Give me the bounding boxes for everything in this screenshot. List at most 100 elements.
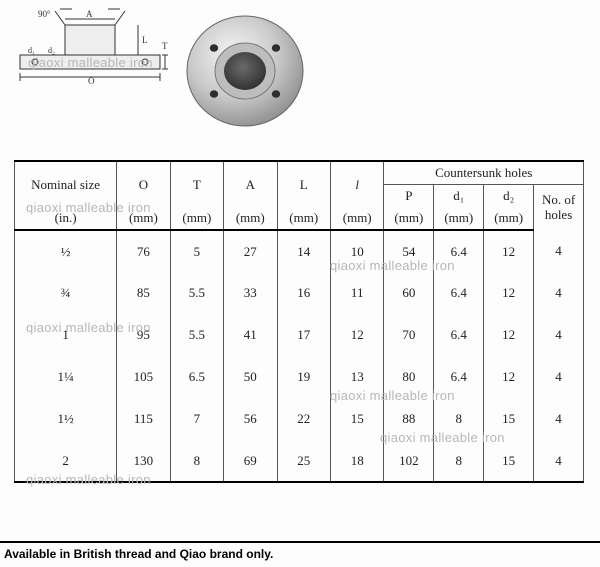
cell-nom: 1¼	[15, 356, 117, 398]
cell-L: 16	[277, 272, 330, 314]
cell-no: 4	[534, 440, 584, 482]
cell-T: 8	[170, 440, 223, 482]
th-t-unit: (mm)	[170, 207, 223, 230]
cell-P: 54	[384, 230, 434, 272]
cell-no: 4	[534, 356, 584, 398]
cell-d1: 8	[434, 440, 484, 482]
cell-l: 13	[330, 356, 383, 398]
table-row: ¾855.5331611606.4124	[15, 272, 584, 314]
cell-L: 25	[277, 440, 330, 482]
cell-T: 5.5	[170, 314, 223, 356]
cell-A: 27	[224, 230, 277, 272]
cell-d2: 12	[484, 356, 534, 398]
th-a-unit: (mm)	[224, 207, 277, 230]
cell-T: 5.5	[170, 272, 223, 314]
cell-nom: 2	[15, 440, 117, 482]
th-o-unit: (mm)	[117, 207, 170, 230]
cell-l: 11	[330, 272, 383, 314]
cell-l: 15	[330, 398, 383, 440]
th-l: L	[300, 177, 308, 192]
cell-O: 76	[117, 230, 170, 272]
cell-no: 4	[534, 314, 584, 356]
flange-photo-icon	[180, 4, 310, 134]
cell-P: 70	[384, 314, 434, 356]
table-row: 1955.5411712706.4124	[15, 314, 584, 356]
table-row: 1½1157562215888154	[15, 398, 584, 440]
spec-table-body: ½765271410546.4124¾855.5331611606.412419…	[15, 230, 584, 482]
dim-d1-label: d₁	[28, 46, 35, 55]
dim-o-label: O	[88, 76, 95, 85]
dim-a-label: A	[86, 9, 93, 19]
dim-d2-label: d₂	[48, 46, 55, 55]
th-d1: d₁	[453, 188, 464, 203]
cell-A: 50	[224, 356, 277, 398]
cell-P: 60	[384, 272, 434, 314]
th-t: T	[193, 177, 201, 192]
cell-d2: 15	[484, 398, 534, 440]
dim-l-label: L	[142, 35, 148, 45]
cell-T: 6.5	[170, 356, 223, 398]
cell-l: 18	[330, 440, 383, 482]
cell-O: 130	[117, 440, 170, 482]
cell-no: 4	[534, 398, 584, 440]
cell-P: 80	[384, 356, 434, 398]
th-d2: d₂	[503, 188, 514, 203]
cell-d2: 12	[484, 230, 534, 272]
cell-d2: 12	[484, 272, 534, 314]
cell-L: 19	[277, 356, 330, 398]
figure-area: 90° A L T O d₂ d₁	[0, 0, 600, 150]
cell-d1: 6.4	[434, 230, 484, 272]
cell-nom: ¾	[15, 272, 117, 314]
cell-O: 105	[117, 356, 170, 398]
cell-d2: 15	[484, 440, 534, 482]
angle-label: 90°	[38, 9, 51, 19]
cell-nom: 1	[15, 314, 117, 356]
cell-nom: 1½	[15, 398, 117, 440]
cell-O: 95	[117, 314, 170, 356]
th-p: P	[405, 188, 412, 203]
cell-L: 22	[277, 398, 330, 440]
page: 90° A L T O d₂ d₁	[0, 0, 600, 567]
cell-P: 88	[384, 398, 434, 440]
cell-l: 10	[330, 230, 383, 272]
cell-d2: 12	[484, 314, 534, 356]
cell-L: 17	[277, 314, 330, 356]
th-il-unit: (mm)	[330, 207, 383, 230]
th-d1-unit: (mm)	[434, 207, 484, 230]
cell-P: 102	[384, 440, 434, 482]
th-a: A	[246, 177, 255, 192]
spec-table-wrap: Nominal size O T A L l Countersunk holes…	[14, 160, 584, 483]
cell-T: 7	[170, 398, 223, 440]
th-l-unit: (mm)	[277, 207, 330, 230]
cell-A: 69	[224, 440, 277, 482]
th-o: O	[139, 177, 148, 192]
th-countersunk: Countersunk holes	[384, 161, 584, 185]
cell-d1: 6.4	[434, 272, 484, 314]
cell-T: 5	[170, 230, 223, 272]
table-row: 1¼1056.5501913806.4124	[15, 356, 584, 398]
footer-note: Available in British thread and Qiao bra…	[0, 541, 600, 561]
th-no: No. of holes	[542, 192, 575, 221]
cell-d1: 6.4	[434, 314, 484, 356]
cell-L: 14	[277, 230, 330, 272]
th-il: l	[355, 177, 359, 192]
table-row: ½765271410546.4124	[15, 230, 584, 272]
dim-t-label: T	[162, 41, 168, 51]
cell-A: 56	[224, 398, 277, 440]
cell-O: 85	[117, 272, 170, 314]
th-d2-unit: (mm)	[484, 207, 534, 230]
th-p-unit: (mm)	[384, 207, 434, 230]
cell-nom: ½	[15, 230, 117, 272]
cell-O: 115	[117, 398, 170, 440]
cell-A: 33	[224, 272, 277, 314]
cell-d1: 8	[434, 398, 484, 440]
cell-A: 41	[224, 314, 277, 356]
th-nominal-unit: (in.)	[15, 207, 117, 230]
cross-section-drawing-icon: 90° A L T O d₂ d₁	[10, 5, 170, 85]
cell-no: 4	[534, 272, 584, 314]
th-nominal: Nominal size	[31, 177, 100, 192]
cell-l: 12	[330, 314, 383, 356]
cell-no: 4	[534, 230, 584, 272]
table-row: 213086925181028154	[15, 440, 584, 482]
cell-d1: 6.4	[434, 356, 484, 398]
